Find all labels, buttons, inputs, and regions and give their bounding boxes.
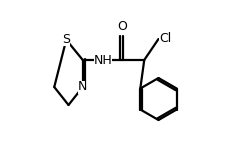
Text: O: O — [118, 20, 127, 33]
Text: Cl: Cl — [159, 33, 172, 45]
Text: N: N — [78, 81, 88, 93]
Text: S: S — [62, 33, 70, 46]
Text: NH: NH — [94, 54, 112, 66]
